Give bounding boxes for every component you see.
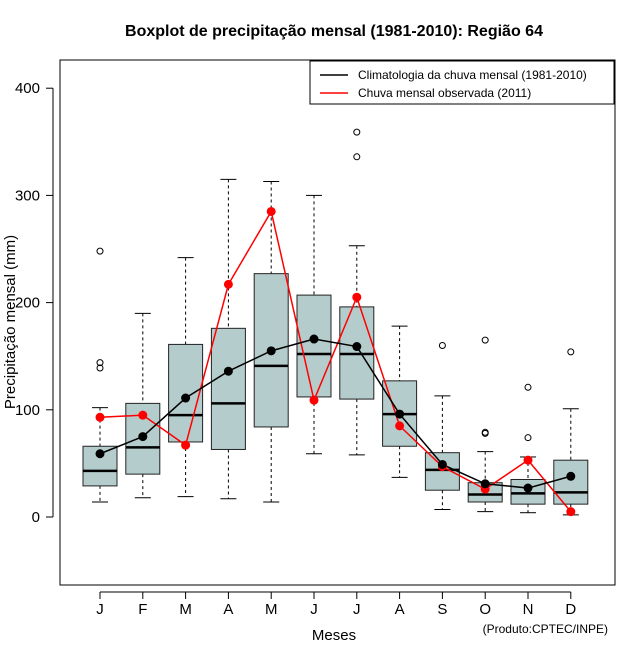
series-lines-group <box>95 206 576 517</box>
x-tick-label-7: A <box>395 601 405 618</box>
x-tick-label-11: D <box>565 601 576 618</box>
series-point-1-3 <box>223 279 233 289</box>
outlier-9-2 <box>481 336 489 344</box>
outlier-6-0 <box>353 153 361 161</box>
outlier-9-1 <box>481 428 489 436</box>
series-point-1-11 <box>566 507 576 517</box>
boxes-group <box>82 128 589 516</box>
box-11 <box>553 459 589 505</box>
chart-title: Boxplot de precipitação mensal (1981-201… <box>125 23 543 40</box>
x-tick-label-8: S <box>437 601 447 618</box>
outlier-10-1 <box>524 383 532 391</box>
y-axis-label: Precipitação mensal (mm) <box>2 235 19 409</box>
series-point-1-4 <box>266 206 276 216</box>
x-tick-label-6: J <box>353 601 361 618</box>
legend-label-observed: Chuva mensal observada (2011) <box>358 86 531 100</box>
series-point-1-2 <box>181 440 191 450</box>
outlier-11-0 <box>567 348 575 356</box>
series-point-0-5 <box>309 334 319 344</box>
y-tick-label-1: 100 <box>15 402 40 419</box>
series-point-0-3 <box>223 366 233 376</box>
x-tick-label-1: F <box>138 601 147 618</box>
x-tick-label-3: A <box>223 601 233 618</box>
series-point-1-0 <box>95 412 105 422</box>
box-2 <box>168 343 204 443</box>
x-axis-label: Meses <box>312 627 356 644</box>
box-3 <box>210 327 246 450</box>
series-point-0-0 <box>95 449 105 459</box>
series-point-1-5 <box>309 395 319 405</box>
series-point-0-2 <box>181 393 191 403</box>
legend: Climatologia da chuva mensal (1981-2010)… <box>309 60 615 105</box>
footnote: (Produto:CPTEC/INPE) <box>483 622 608 636</box>
series-point-0-7 <box>395 409 405 419</box>
x-tick-label-10: N <box>523 601 534 618</box>
series-point-0-8 <box>437 459 447 469</box>
outlier-6-1 <box>353 128 361 136</box>
series-point-0-11 <box>566 471 576 481</box>
series-point-1-1 <box>138 410 148 420</box>
box-8 <box>424 452 460 491</box>
series-line-0 <box>99 338 571 489</box>
x-tick-label-4: M <box>265 601 278 618</box>
x-tick-label-0: J <box>96 601 104 618</box>
outlier-0-1 <box>96 359 104 367</box>
outlier-8-0 <box>438 341 446 349</box>
y-tick-label-3: 300 <box>15 187 40 204</box>
outlier-0-2 <box>96 247 104 255</box>
y-tick-label-4: 400 <box>15 80 40 97</box>
series-point-0-6 <box>352 342 362 352</box>
series-point-0-9 <box>480 479 490 489</box>
outlier-0-0 <box>96 364 104 372</box>
series-point-0-1 <box>138 432 148 442</box>
y-tick-label-2: 200 <box>15 295 40 312</box>
series-point-1-10 <box>523 455 533 465</box>
series-point-0-10 <box>523 483 533 493</box>
plot-frame <box>59 59 616 586</box>
series-point-1-6 <box>352 292 362 302</box>
x-tick-label-2: M <box>179 601 192 618</box>
series-point-1-7 <box>395 421 405 431</box>
outlier-10-0 <box>524 434 532 442</box>
legend-label-climatology: Climatologia da chuva mensal (1981-2010) <box>358 68 587 82</box>
x-tick-label-9: O <box>479 601 491 618</box>
x-tick-label-5: J <box>310 601 318 618</box>
series-point-0-4 <box>266 346 276 356</box>
legend-box <box>309 60 615 105</box>
y-tick-label-0: 0 <box>32 509 40 526</box>
y-axis: 0 100 200 300 400 <box>15 80 54 526</box>
